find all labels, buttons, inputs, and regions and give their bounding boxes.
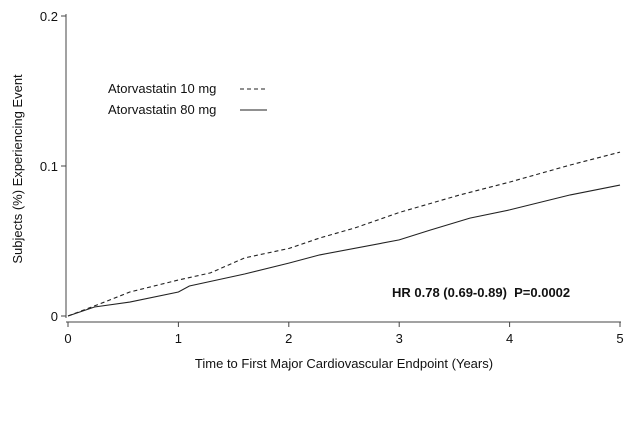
legend-label-80mg: Atorvastatin 80 mg	[108, 102, 216, 117]
hr-annotation: HR 0.78 (0.69-0.89) P=0.0002	[392, 285, 570, 300]
x-axis-label: Time to First Major Cardiovascular Endpo…	[195, 356, 493, 371]
x-tick-label: 5	[616, 331, 623, 346]
x-tick-label: 0	[64, 331, 71, 346]
y-axis-label: Subjects (%) Experiencing Event	[10, 74, 25, 264]
axes: 0 0.1 0.2 0 1 2 3 4 5	[40, 9, 624, 346]
y-tick-label: 0	[51, 309, 58, 324]
series-line-80mg	[67, 184, 621, 317]
y-tick-label: 0.2	[40, 9, 58, 24]
x-tick-label: 4	[506, 331, 513, 346]
x-tick-label: 2	[285, 331, 292, 346]
series-group	[67, 151, 621, 317]
x-tick-label: 3	[396, 331, 403, 346]
legend-label-10mg: Atorvastatin 10 mg	[108, 81, 216, 96]
series-line-10mg	[67, 151, 621, 317]
x-tick-label: 1	[175, 331, 182, 346]
y-tick-label: 0.1	[40, 159, 58, 174]
